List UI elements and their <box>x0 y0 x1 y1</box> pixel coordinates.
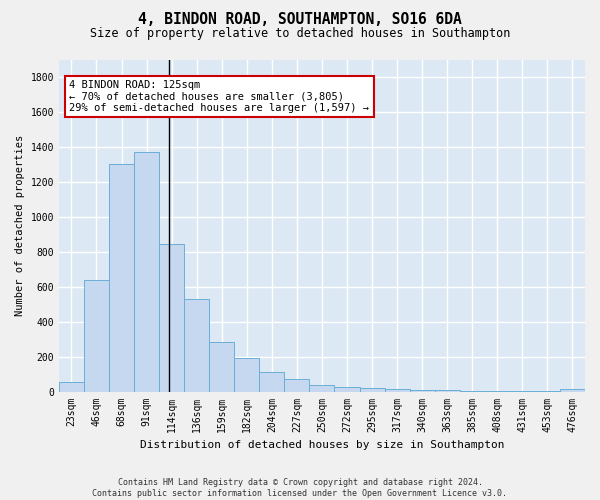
Bar <box>234 358 259 392</box>
Bar <box>434 390 460 392</box>
Text: 4 BINDON ROAD: 125sqm
← 70% of detached houses are smaller (3,805)
29% of semi-d: 4 BINDON ROAD: 125sqm ← 70% of detached … <box>70 80 370 113</box>
Bar <box>109 164 134 392</box>
Bar <box>410 390 434 392</box>
Bar <box>334 387 359 392</box>
Text: Size of property relative to detached houses in Southampton: Size of property relative to detached ho… <box>90 28 510 40</box>
Bar <box>310 386 334 392</box>
Y-axis label: Number of detached properties: Number of detached properties <box>15 135 25 316</box>
Bar <box>359 388 385 392</box>
Bar <box>134 152 159 392</box>
Bar <box>535 391 560 392</box>
Bar <box>460 390 485 392</box>
Text: Contains HM Land Registry data © Crown copyright and database right 2024.
Contai: Contains HM Land Registry data © Crown c… <box>92 478 508 498</box>
Bar <box>209 342 234 392</box>
Bar <box>485 390 510 392</box>
Bar <box>385 389 410 392</box>
Bar <box>560 389 585 392</box>
Bar <box>510 391 535 392</box>
Bar <box>184 299 209 392</box>
Text: 4, BINDON ROAD, SOUTHAMPTON, SO16 6DA: 4, BINDON ROAD, SOUTHAMPTON, SO16 6DA <box>138 12 462 28</box>
X-axis label: Distribution of detached houses by size in Southampton: Distribution of detached houses by size … <box>140 440 504 450</box>
Bar <box>84 280 109 392</box>
Bar <box>259 372 284 392</box>
Bar <box>59 382 84 392</box>
Bar <box>284 380 310 392</box>
Bar <box>159 244 184 392</box>
